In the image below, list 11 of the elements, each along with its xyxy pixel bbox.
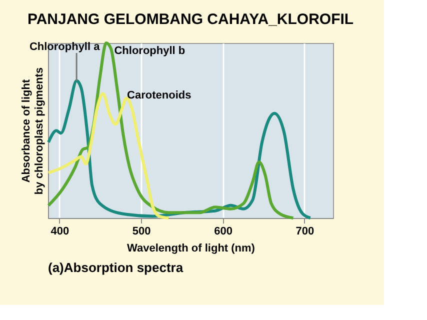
x-tick-label: 400: [50, 226, 70, 238]
text: (a)Absorption spectra: [48, 260, 184, 275]
x-tick-label: 700: [296, 226, 314, 238]
x-tick-label: 500: [132, 226, 151, 238]
x-tick-label: 600: [214, 226, 232, 238]
chart-title: PANJANG GELOMBANG CAHAYA_KLOROFIL: [27, 11, 354, 28]
series-label: Chlorophyll b: [114, 45, 186, 57]
y-axis-title: Absorbance of light by chloroplast pigments: [20, 67, 46, 195]
text: Chlorophyll a: [29, 41, 101, 53]
x-axis-title: Wavelength of light (nm): [127, 242, 256, 254]
series-label: Carotenoids: [127, 90, 192, 102]
